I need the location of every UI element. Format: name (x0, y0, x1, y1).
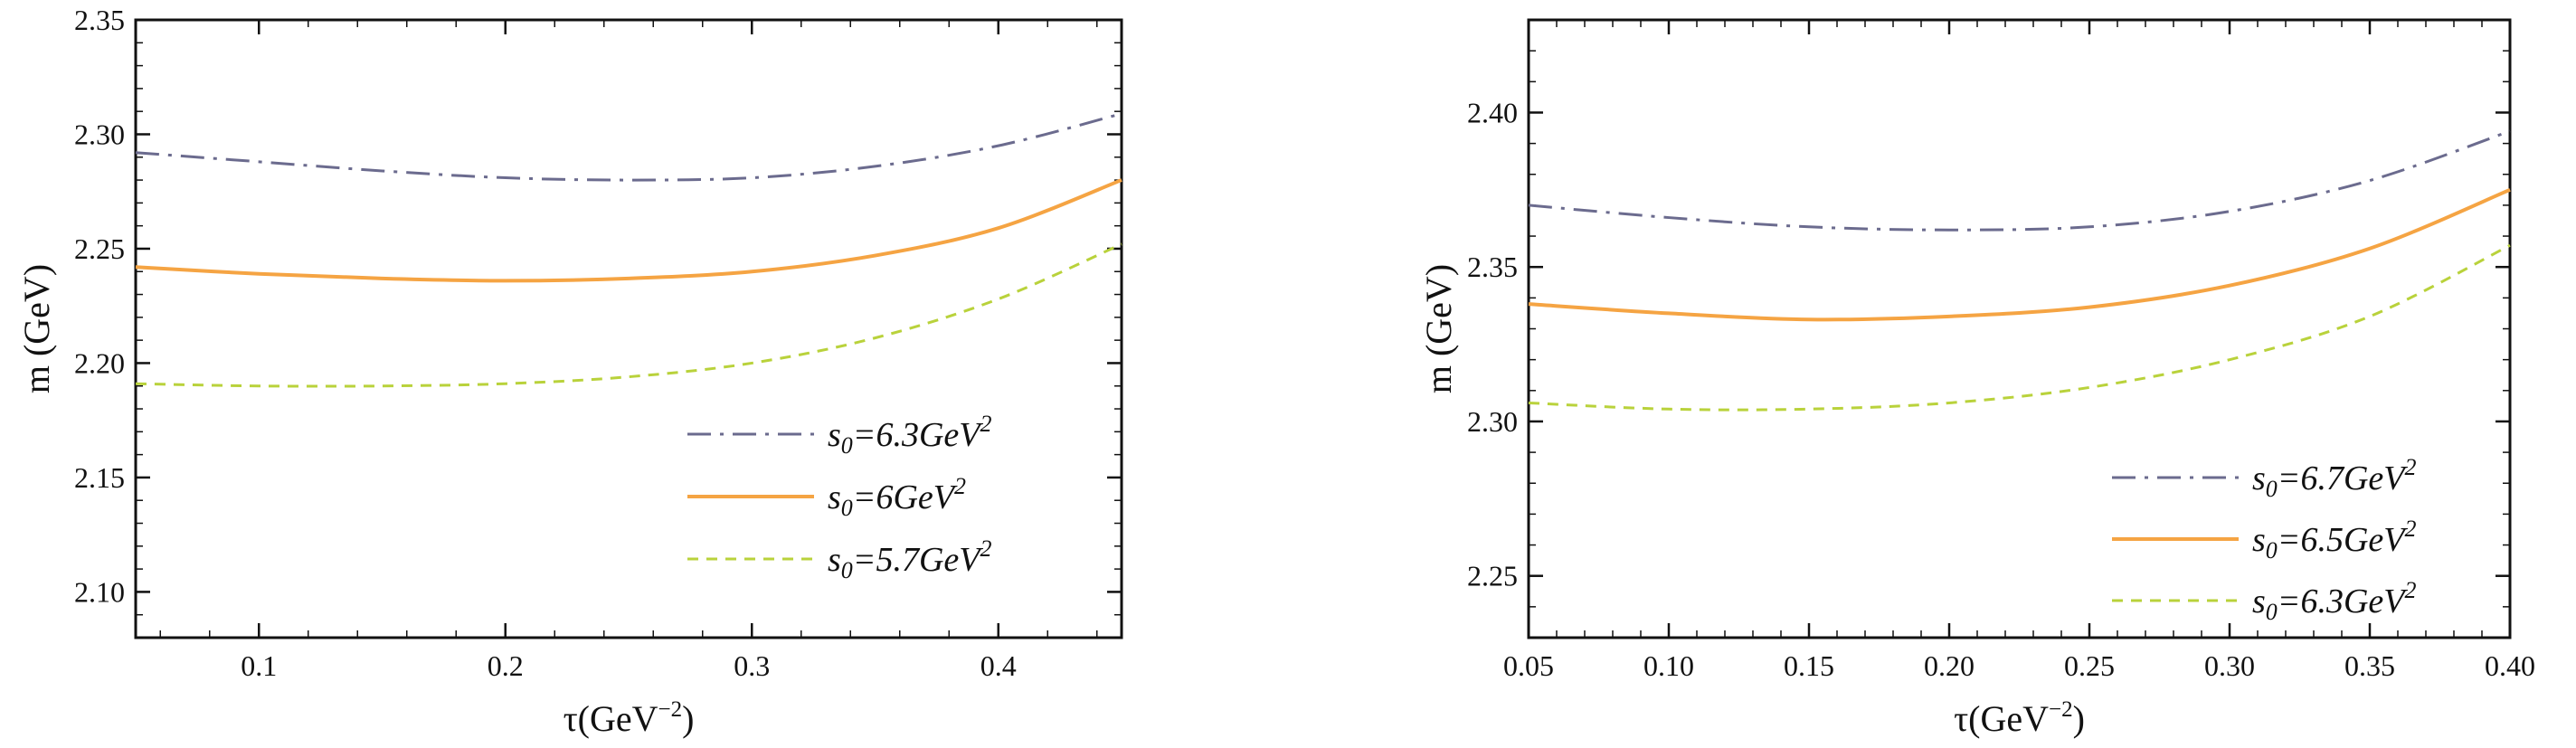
left-x-axis: 0.1 0.2 0.3 0.4 (159, 20, 1098, 682)
x-tick-label: 0.25 (2064, 649, 2115, 682)
series-line-2 (1528, 243, 2511, 412)
x-tick-label: 0.30 (2204, 649, 2255, 682)
series-line-1 (135, 178, 1122, 283)
y-tick-label: 2.15 (74, 461, 125, 494)
right-series-lines (1528, 129, 2511, 412)
x-tick-label: 0.3 (734, 649, 770, 682)
x-tick-label: 0.10 (1643, 649, 1694, 682)
right-chart-panel: 2.25 2.30 2.35 2.40 0.05 0.10 0.15 0.20 0.25 0.3… (1418, 18, 2535, 739)
left-plot-frame (134, 18, 1123, 639)
series-line-0 (135, 112, 1122, 182)
left-y-axis: 2.10 2.15 2.20 2.25 2.30 2.35 (74, 4, 1122, 639)
legend-label-0: s0=6.7GeV2 (2252, 454, 2416, 502)
series-line-0 (1528, 129, 2511, 232)
x-tick-label: 0.2 (488, 649, 524, 682)
y-tick-label: 2.35 (74, 4, 125, 36)
left-y-axis-title: m (GeV) (16, 264, 57, 393)
right-x-axis-title: τ(GeV−2) (1954, 697, 2085, 739)
y-tick-label: 2.20 (74, 346, 125, 379)
y-tick-label: 2.25 (1467, 560, 1518, 592)
legend-label-1: s0=6GeV2 (828, 473, 966, 521)
legend-label-0: s0=6.3GeV2 (828, 411, 991, 459)
left-x-axis-title: τ(GeV−2) (564, 697, 695, 739)
right-x-axis: 0.05 0.10 0.15 0.20 0.25 0.30 0.35 0.40 (1503, 20, 2535, 682)
x-tick-label: 0.4 (980, 649, 1017, 682)
left-chart-panel: 2.10 2.15 2.20 2.25 2.30 2.35 0.1 0.2 0.3 0.4 s0… (16, 4, 1123, 739)
x-tick-label: 0.1 (241, 649, 277, 682)
y-tick-label: 2.30 (74, 118, 125, 150)
series-line-2 (135, 242, 1122, 388)
y-tick-label: 2.40 (1467, 96, 1518, 128)
legend-label-1: s0=6.5GeV2 (2252, 516, 2416, 563)
left-series-lines (135, 112, 1122, 388)
right-y-axis-title: m (GeV) (1418, 264, 1459, 393)
y-tick-label: 2.30 (1467, 405, 1518, 438)
legend-label-2: s0=6.3GeV2 (2252, 577, 2416, 625)
x-tick-label: 0.35 (2344, 649, 2395, 682)
x-tick-label: 0.05 (1503, 649, 1554, 682)
y-tick-label: 2.25 (74, 232, 125, 265)
y-tick-label: 2.35 (1467, 251, 1518, 283)
left-legend: s0=6.3GeV2 s0=6GeV2 s0=5.7GeV2 (687, 411, 991, 583)
legend-label-2: s0=5.7GeV2 (828, 535, 991, 583)
x-tick-label: 0.20 (1924, 649, 1975, 682)
y-tick-label: 2.10 (74, 575, 125, 608)
right-y-axis: 2.25 2.30 2.35 2.40 (1467, 19, 2510, 639)
right-plot-frame (1527, 18, 2512, 639)
x-tick-label: 0.40 (2485, 649, 2535, 682)
right-legend: s0=6.7GeV2 s0=6.5GeV2 s0=6.3GeV2 (2112, 454, 2416, 625)
x-tick-label: 0.15 (1784, 649, 1834, 682)
series-line-1 (1528, 187, 2511, 322)
